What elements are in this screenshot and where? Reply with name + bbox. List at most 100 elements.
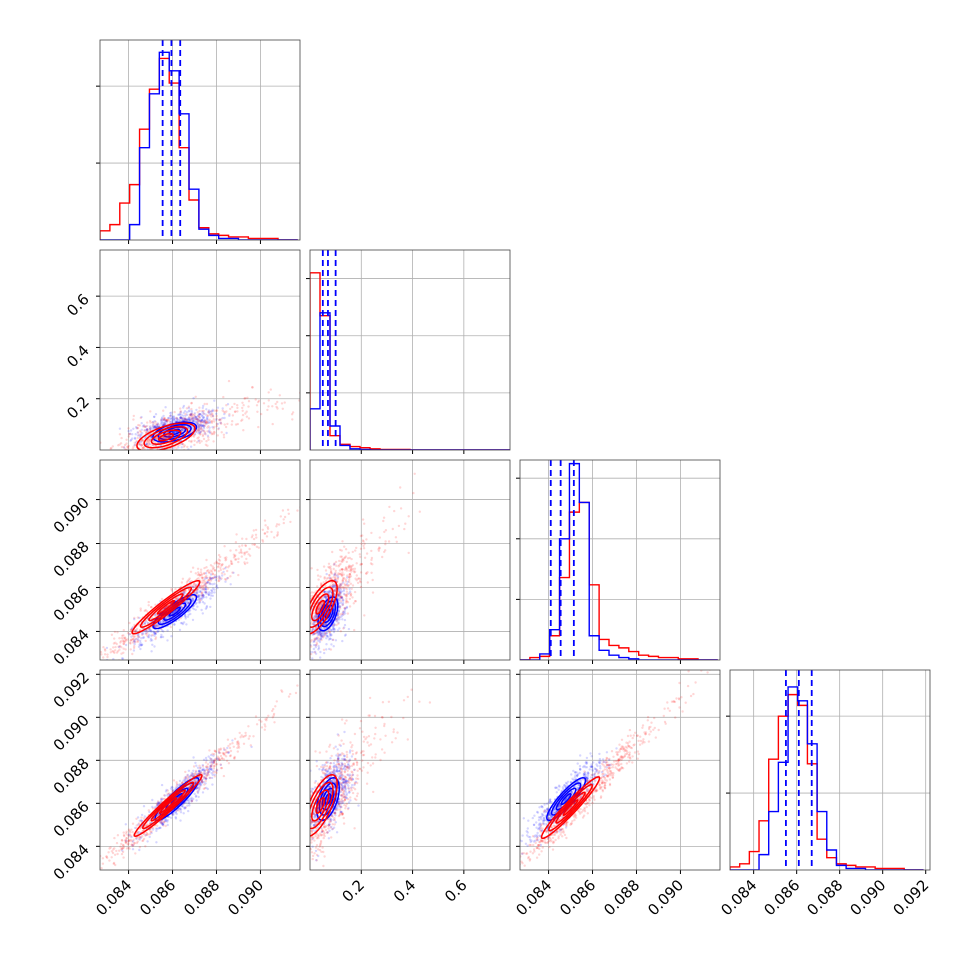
scatter-point <box>152 425 155 428</box>
scatter-point <box>113 630 117 634</box>
scatter-point <box>225 431 228 435</box>
scatter-point <box>213 750 217 753</box>
scatter-point <box>200 594 203 597</box>
scatter-point <box>173 418 176 421</box>
scatter-point <box>203 425 206 428</box>
scatter-point <box>348 556 351 560</box>
scatter-point <box>120 436 123 440</box>
scatter-point <box>148 833 152 836</box>
scatter-point <box>202 584 206 587</box>
scatter-point <box>202 412 205 415</box>
scatter-point <box>220 431 223 434</box>
scatter-point <box>234 554 237 557</box>
scatter-point <box>216 566 219 569</box>
scatter-point <box>199 430 202 433</box>
scatter-point <box>241 544 244 547</box>
scatter-point <box>204 761 208 764</box>
scatter-point <box>333 593 336 596</box>
scatter-point <box>153 645 156 648</box>
scatter-point <box>224 751 227 754</box>
scatter-point <box>153 425 157 428</box>
scatter-point <box>236 406 239 410</box>
scatter-point <box>205 592 208 595</box>
scatter-point <box>150 634 153 637</box>
scatter-point <box>181 419 185 422</box>
scatter-point <box>338 598 342 601</box>
scatter-point <box>330 633 333 636</box>
scatter-point <box>196 589 199 592</box>
scatter-point <box>206 419 209 422</box>
scatter-point <box>348 590 352 593</box>
scatter-point <box>198 775 201 778</box>
scatter-point <box>317 637 321 640</box>
scatter-point <box>212 430 216 433</box>
scatter-point <box>150 630 153 633</box>
scatter-point <box>219 418 223 421</box>
scatter-point <box>122 642 125 645</box>
scatter-point <box>133 441 136 444</box>
scatter-point <box>333 584 336 588</box>
scatter-point <box>343 623 347 627</box>
scatter-point <box>128 621 131 625</box>
scatter-point <box>214 576 217 579</box>
scatter-point <box>339 583 342 587</box>
scatter-point <box>160 420 163 423</box>
scatter-point <box>161 635 165 639</box>
scatter-point <box>118 645 121 649</box>
scatter-point <box>124 638 127 641</box>
scatter-point <box>320 631 324 634</box>
scatter-point <box>336 618 340 621</box>
scatter-point <box>317 629 320 632</box>
scatter-point <box>136 436 139 440</box>
scatter-point <box>137 443 141 446</box>
scatter-point <box>209 605 212 609</box>
scatter-point <box>204 433 207 436</box>
scatter-point <box>190 413 193 417</box>
scatter-point <box>180 429 184 432</box>
scatter-point <box>336 580 339 583</box>
scatter-panel-2-1 <box>96 249 301 454</box>
scatter-point <box>131 437 134 440</box>
scatter-point <box>232 556 236 559</box>
scatter-point <box>257 399 261 402</box>
scatter-point <box>337 594 341 598</box>
scatter-point <box>370 558 373 562</box>
scatter-point <box>238 551 241 554</box>
scatter-point <box>128 829 131 832</box>
scatter-point <box>190 774 193 777</box>
scatter-point <box>204 582 207 585</box>
scatter-point <box>350 587 353 590</box>
scatter-point <box>336 594 340 597</box>
scatter-point <box>200 424 203 427</box>
scatter-point <box>126 843 129 846</box>
scatter-point <box>233 756 236 760</box>
scatter-point <box>123 640 126 643</box>
scatter-point <box>122 844 125 847</box>
scatter-point <box>197 599 200 602</box>
scatter-point <box>139 440 143 444</box>
scatter-point <box>201 600 205 604</box>
scatter-point <box>171 790 174 793</box>
scatter-point <box>200 608 203 612</box>
scatter-point <box>148 821 152 825</box>
scatter-point <box>136 616 140 619</box>
scatter-point <box>359 571 363 574</box>
scatter-point <box>138 442 142 446</box>
scatter-point <box>212 754 215 757</box>
scatter-point <box>377 548 380 551</box>
scatter-point <box>202 772 205 775</box>
scatter-point <box>198 785 202 788</box>
scatter-point <box>110 856 113 859</box>
scatter-panel-3-1 <box>96 459 301 664</box>
scatter-point <box>128 831 132 834</box>
scatter-point <box>316 574 320 577</box>
scatter-point <box>138 616 141 620</box>
scatter-point <box>129 628 132 631</box>
scatter-point <box>163 794 166 797</box>
scatter-point <box>222 567 225 571</box>
scatter-point <box>146 634 149 637</box>
scatter-point <box>160 423 163 426</box>
scatter-point <box>109 648 112 651</box>
scatter-point <box>195 408 198 412</box>
scatter-point <box>201 593 204 596</box>
